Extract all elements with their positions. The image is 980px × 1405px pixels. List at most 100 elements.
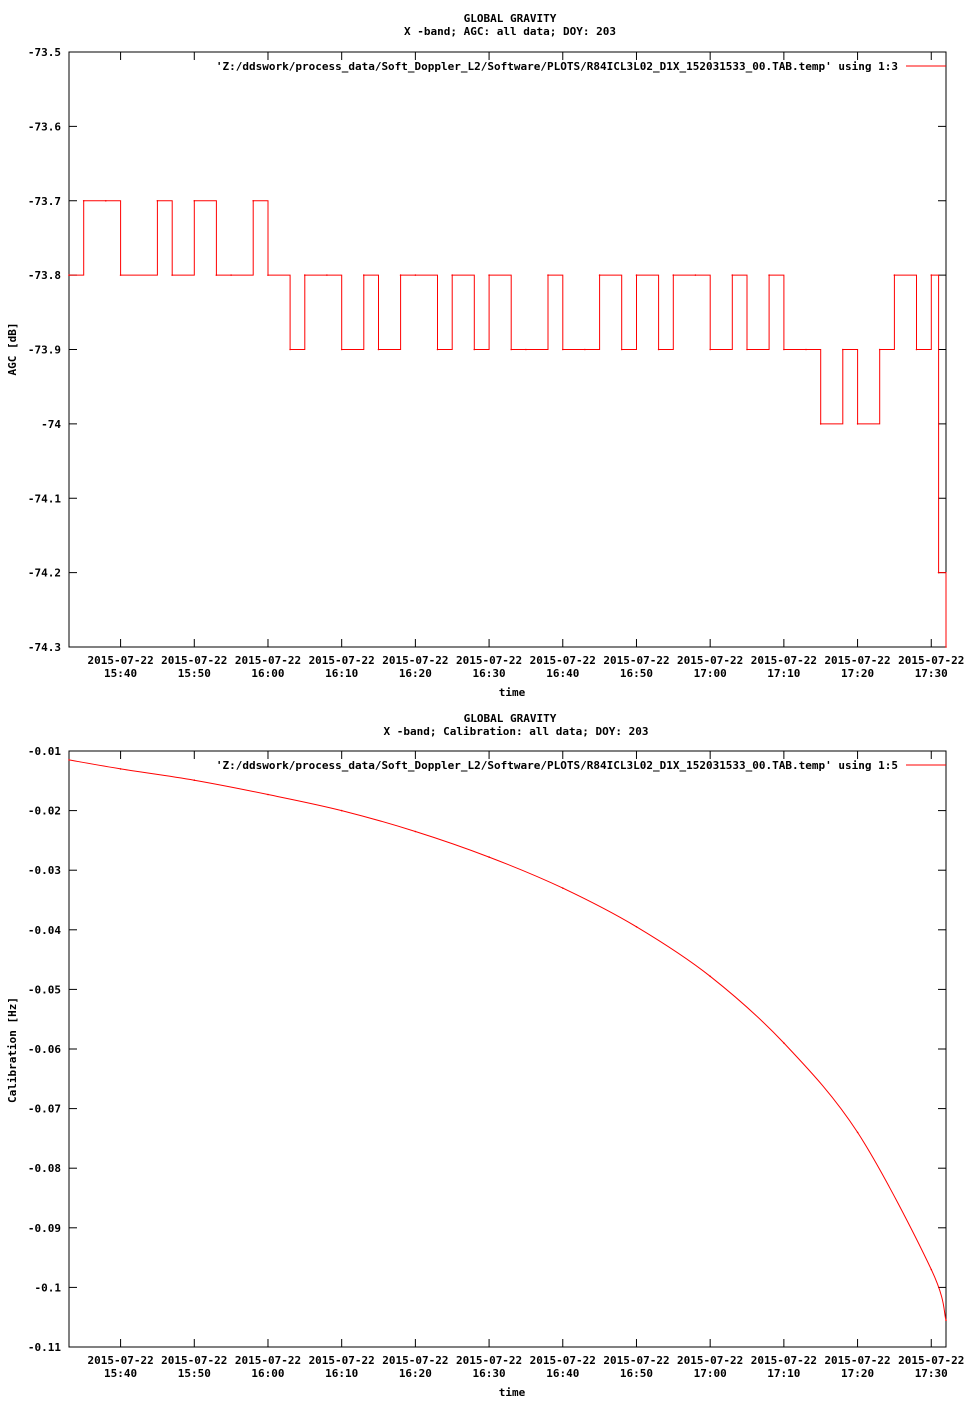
x-tick-label-time: 16:20 bbox=[399, 1367, 432, 1380]
y-tick-label: -73.5 bbox=[28, 46, 61, 59]
series-line bbox=[69, 200, 947, 647]
data-point bbox=[119, 274, 122, 276]
x-tick-label-time: 16:10 bbox=[325, 667, 358, 680]
x-tick-label-date: 2015-07-22 bbox=[382, 1354, 448, 1367]
x-ticks: 2015-07-2215:402015-07-2215:502015-07-22… bbox=[87, 751, 964, 1380]
chart-subtitle: X -band; AGC: all data; DOY: 203 bbox=[404, 25, 616, 38]
data-point bbox=[945, 1319, 947, 1321]
y-tick-label: -73.6 bbox=[28, 120, 61, 133]
data-point bbox=[451, 274, 454, 276]
y-ticks: -0.01 -0.02 -0.03 -0.04 -0.05 -0.06 -0.07 -0.08… bbox=[28, 745, 946, 1354]
x-tick-label-date: 2015-07-22 bbox=[309, 654, 375, 667]
data-point bbox=[930, 1268, 933, 1271]
y-tick-label: -0.02 bbox=[28, 805, 61, 818]
chart-subtitle: X -band; Calibration: all data; DOY: 203 bbox=[384, 725, 649, 738]
y-tick-label: -0.06 bbox=[28, 1043, 61, 1056]
data-point bbox=[598, 274, 601, 276]
data-point bbox=[562, 887, 564, 889]
data-point bbox=[267, 274, 269, 276]
data-point bbox=[119, 768, 122, 770]
y-tick-label: -0.08 bbox=[28, 1162, 61, 1175]
y-tick-label: -0.1 bbox=[35, 1281, 62, 1294]
data-point bbox=[525, 348, 527, 351]
data-point bbox=[709, 975, 711, 978]
data-point bbox=[731, 274, 734, 276]
x-tick-label-date: 2015-07-22 bbox=[530, 654, 596, 667]
x-tick-label-date: 2015-07-22 bbox=[603, 654, 669, 667]
legend-label: 'Z:/ddswork/process_data/Soft_Doppler_L2… bbox=[216, 759, 898, 772]
x-tick-label-time: 15:40 bbox=[104, 667, 137, 680]
x-axis-label: time bbox=[499, 1386, 526, 1399]
x-tick-label-date: 2015-07-22 bbox=[751, 1354, 817, 1367]
x-axis-label: time bbox=[499, 686, 526, 699]
y-tick-label: -0.11 bbox=[28, 1341, 61, 1354]
x-tick-label-time: 16:50 bbox=[620, 1367, 653, 1380]
legend-label: 'Z:/ddswork/process_data/Soft_Doppler_L2… bbox=[216, 60, 898, 73]
data-point bbox=[473, 348, 476, 351]
data-point bbox=[562, 348, 564, 351]
x-tick-label-date: 2015-07-22 bbox=[824, 1354, 890, 1367]
x-tick-label-time: 16:00 bbox=[251, 1367, 284, 1380]
data-point bbox=[105, 200, 107, 202]
y-axis-label: Calibration [Hz] bbox=[6, 997, 19, 1103]
x-tick-label-time: 16:40 bbox=[546, 1367, 579, 1380]
x-ticks: 2015-07-22 15:40 2015-07-22 15:50 2015-07-22… bbox=[87, 52, 964, 680]
data-point bbox=[547, 274, 549, 276]
data-point bbox=[510, 348, 512, 351]
series-calibration bbox=[68, 759, 947, 1321]
data-point bbox=[635, 274, 638, 276]
x-tick-label-time: 16:40 bbox=[546, 667, 579, 680]
data-point bbox=[584, 348, 586, 351]
y-tick-label: -73.7 bbox=[28, 195, 61, 208]
y-tick-label: -73.8 bbox=[28, 269, 61, 282]
x-tick-label-date: 2015-07-22 bbox=[235, 654, 301, 667]
x-tick-label-time: 17:30 bbox=[915, 667, 948, 680]
y-tick-label: -74.3 bbox=[28, 641, 61, 654]
chart-title: GLOBAL GRAVITY bbox=[464, 12, 557, 25]
data-point bbox=[937, 571, 940, 574]
x-tick-label-date: 2015-07-22 bbox=[87, 1354, 153, 1367]
data-point bbox=[363, 274, 365, 276]
data-point bbox=[156, 200, 159, 202]
x-tick-label-date: 2015-07-22 bbox=[824, 654, 890, 667]
data-point bbox=[230, 274, 232, 276]
data-point bbox=[414, 274, 417, 276]
x-tick-label-date: 2015-07-22 bbox=[309, 1354, 375, 1367]
x-tick-label-date: 2015-07-22 bbox=[235, 1354, 301, 1367]
data-point bbox=[267, 793, 269, 796]
series-agc bbox=[68, 200, 947, 648]
data-point bbox=[340, 348, 343, 351]
data-point bbox=[193, 200, 196, 202]
y-tick-label: -0.07 bbox=[28, 1103, 61, 1116]
x-tick-label-date: 2015-07-22 bbox=[898, 654, 964, 667]
x-tick-label-date: 2015-07-22 bbox=[603, 1354, 669, 1367]
x-tick-label-time: 15:50 bbox=[178, 667, 211, 680]
data-point bbox=[768, 274, 770, 276]
data-point bbox=[252, 200, 254, 202]
x-tick-label-time: 16:30 bbox=[473, 667, 506, 680]
data-point bbox=[620, 348, 623, 351]
data-point bbox=[783, 1042, 785, 1044]
plot-frame bbox=[68, 750, 947, 1348]
data-point bbox=[436, 348, 439, 351]
data-point bbox=[215, 274, 218, 276]
data-point bbox=[171, 274, 173, 276]
data-point bbox=[657, 348, 660, 351]
x-tick-label-time: 15:50 bbox=[178, 1367, 211, 1380]
x-tick-label-date: 2015-07-22 bbox=[382, 654, 448, 667]
x-tick-label-date: 2015-07-22 bbox=[751, 654, 817, 667]
y-tick-label: -74 bbox=[41, 418, 61, 431]
x-tick-label-time: 17:10 bbox=[767, 1367, 800, 1380]
data-point bbox=[326, 274, 328, 276]
x-tick-label-time: 15:40 bbox=[104, 1367, 137, 1380]
agc-chart: GLOBAL GRAVITY X -band; AGC: all data; D… bbox=[6, 12, 964, 699]
data-point bbox=[783, 348, 785, 351]
data-point bbox=[856, 423, 859, 425]
x-tick-label-time: 17:00 bbox=[694, 667, 727, 680]
x-tick-label-time: 17:10 bbox=[767, 667, 800, 680]
data-point bbox=[68, 274, 70, 276]
calibration-chart: GLOBAL GRAVITY X -band; Calibration: all… bbox=[6, 712, 964, 1399]
data-point bbox=[488, 274, 490, 276]
